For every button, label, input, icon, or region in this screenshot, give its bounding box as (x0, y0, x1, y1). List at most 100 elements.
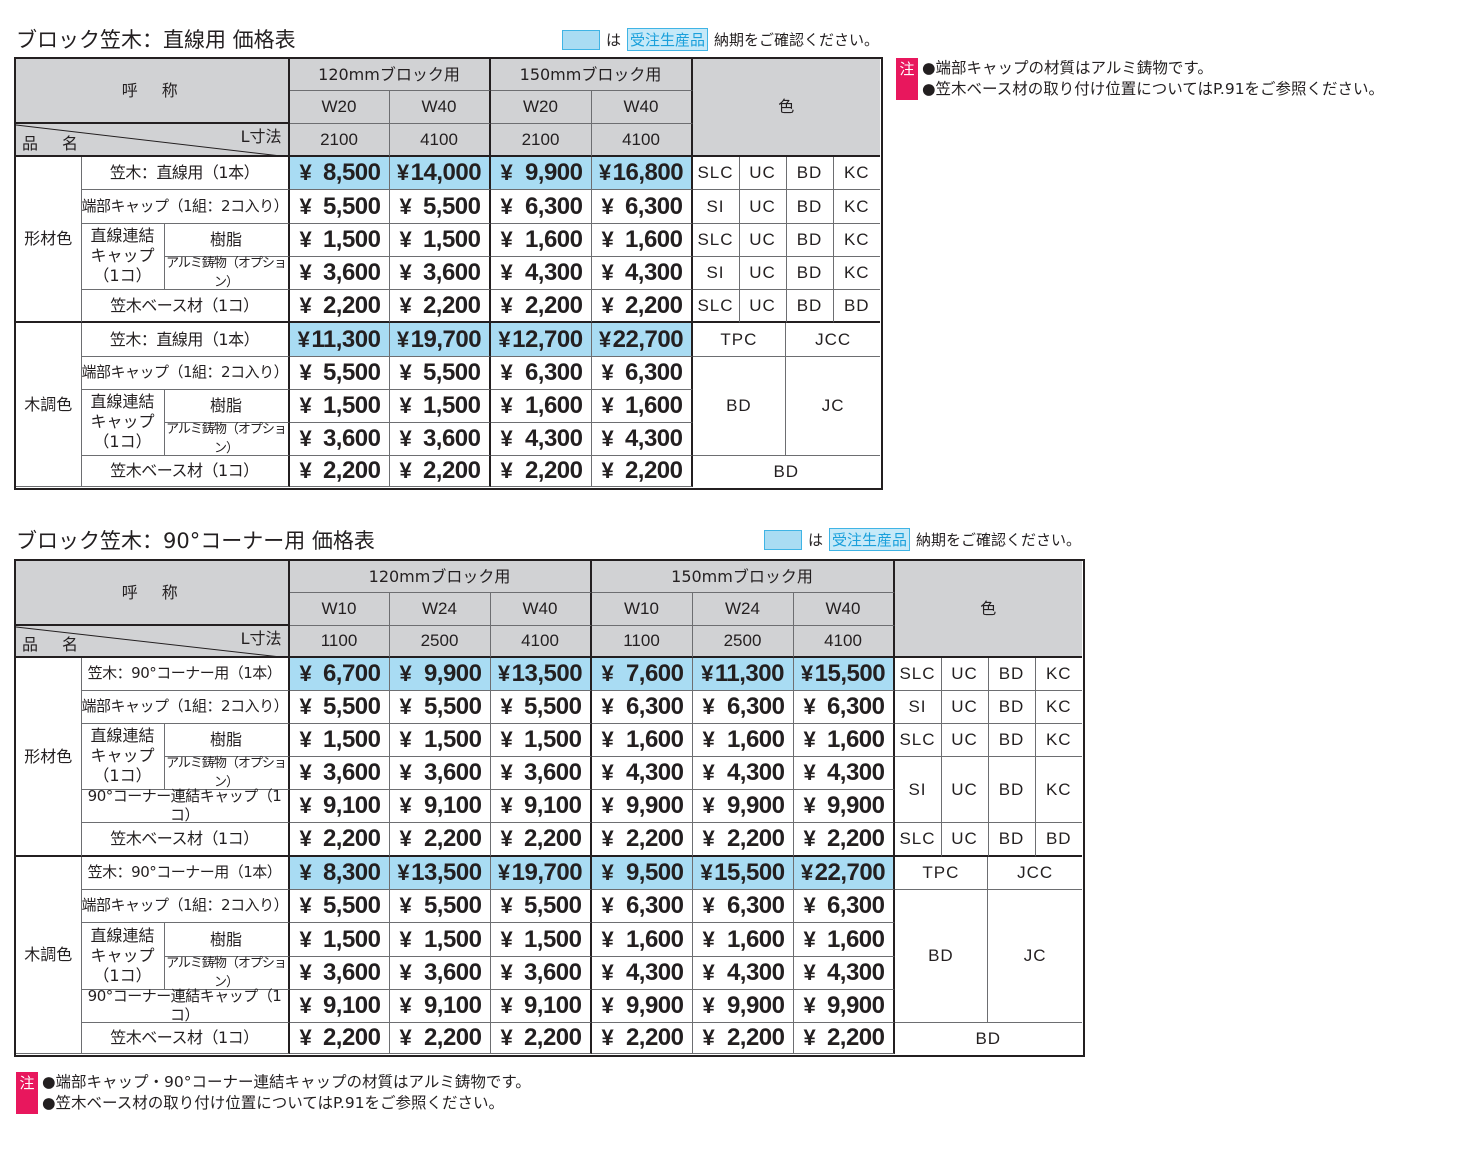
yen-symbol: ¥ (500, 193, 513, 219)
yen-symbol: ¥ (601, 694, 614, 719)
price-cell: ¥3,600 (289, 956, 390, 990)
price-cell: ¥5,500 (389, 189, 491, 224)
price-cell: ¥16,800 (591, 156, 693, 190)
yen-symbol: ¥ (601, 1025, 614, 1051)
color-code: KC (1035, 691, 1082, 724)
price-cell: ¥9,900 (389, 657, 491, 691)
price-value: 2,200 (726, 1024, 785, 1052)
color-code: UC (739, 289, 787, 323)
yen-symbol: ¥ (601, 393, 614, 418)
price-cell: ¥11,300 (289, 322, 390, 357)
color-code: UC (739, 223, 787, 257)
legend-is-label: は (606, 31, 622, 49)
price-cell: ¥1,600 (591, 723, 693, 757)
product-name: 笠木：直線用（1本） (81, 156, 290, 190)
yen-symbol: ¥ (500, 926, 513, 952)
color-code: SLC (894, 822, 942, 857)
price-cell: ¥1,500 (289, 389, 390, 423)
note-line: ●端部キャップの材質はアルミ鋳物です。 (922, 59, 1213, 77)
yen-symbol: ¥ (399, 393, 412, 418)
price-value: 14,000 (410, 159, 482, 186)
price-cell: ¥2,200 (490, 822, 592, 857)
group-line: 直線連結 (90, 392, 155, 411)
price-value: 9,100 (322, 992, 381, 1019)
product-name: 樹脂 (164, 723, 290, 757)
length-value: 2500 (389, 625, 491, 658)
price-cell: ¥2,200 (490, 455, 592, 487)
product-name: 笠木ベース材（1コ） (81, 289, 290, 323)
product-name: 笠木：直線用（1本） (81, 322, 290, 357)
note-mark: 注 (16, 1072, 38, 1114)
price-cell: ¥1,500 (289, 922, 390, 957)
price-value: 16,800 (612, 159, 684, 186)
price-cell: ¥7,600 (591, 657, 693, 691)
price-value: 5,500 (423, 892, 482, 919)
group-line: キャップ (90, 246, 155, 265)
price-cell: ¥2,200 (289, 822, 390, 857)
price-value: 1,500 (523, 726, 582, 753)
color-code: SI (894, 756, 942, 823)
price-value: 9,900 (726, 992, 785, 1019)
price-table-straight: 呼 称品 名 L寸法 120mmブロック用 W20 2100 W40 4100 150mmブロ… (14, 57, 883, 490)
color-code: UC (739, 256, 787, 290)
color-code: SLC (692, 289, 740, 323)
price-value: 5,500 (523, 693, 582, 720)
price-cell: ¥1,500 (389, 223, 491, 257)
price-cell: ¥13,500 (389, 856, 491, 890)
price-cell: ¥1,600 (793, 723, 895, 757)
color-code: SLC (894, 657, 942, 691)
yen-symbol: ¥ (397, 860, 410, 885)
group-line: （1コ） (93, 432, 152, 451)
yen-symbol: ¥ (399, 227, 412, 252)
yen-symbol: ¥ (299, 960, 312, 985)
price-value: 4,300 (524, 259, 583, 286)
price-cell: ¥2,200 (490, 1022, 592, 1054)
yen-symbol: ¥ (399, 926, 412, 952)
price-value: 1,500 (422, 392, 481, 419)
price-cell: ¥6,300 (591, 889, 693, 923)
price-cell: ¥3,600 (490, 956, 592, 990)
price-value: 1,500 (322, 392, 381, 419)
product-name: 端部キャップ（1組：2コ入り） (81, 889, 290, 923)
price-cell: ¥2,200 (692, 822, 794, 857)
price-value: 9,900 (826, 792, 885, 819)
yen-symbol: ¥ (601, 893, 614, 918)
color-code: SLC (692, 223, 740, 257)
note-line: ●端部キャップ・90°コーナー連結キャップの材質はアルミ鋳物です。 (42, 1073, 531, 1091)
color-code: UC (941, 723, 989, 757)
product-name: 笠木：90°コーナー用（1本） (81, 657, 290, 691)
yen-symbol: ¥ (601, 760, 614, 785)
price-cell: ¥1,600 (793, 922, 895, 957)
yen-symbol: ¥ (500, 360, 513, 385)
price-cell: ¥9,900 (692, 789, 794, 823)
price-cell: ¥1,600 (692, 723, 794, 757)
yen-symbol: ¥ (702, 893, 715, 918)
price-value: 2,200 (625, 1024, 684, 1052)
product-name: アルミ鋳物（オプション） (164, 422, 290, 456)
legend-suffix: 納期をご確認ください。 (714, 31, 880, 49)
price-table-corner: 呼 称品 名 L寸法 120mmブロック用 W10 1100 W24 2500 W40 4100… (14, 559, 1085, 1057)
color-code: BD (988, 723, 1036, 757)
price-value: 1,600 (826, 925, 885, 953)
price-value: 12,700 (512, 325, 583, 353)
product-name: アルミ鋳物（オプション） (164, 756, 290, 790)
color-code: SI (692, 189, 740, 224)
color-code: BD (988, 657, 1036, 691)
price-value: 15,500 (814, 660, 886, 687)
yen-symbol: ¥ (500, 826, 513, 851)
price-value: 4,300 (625, 759, 684, 786)
price-value: 9,900 (726, 792, 785, 819)
yen-symbol: ¥ (500, 993, 513, 1018)
price-value: 1,500 (423, 726, 482, 753)
price-value: 2,200 (625, 825, 684, 852)
price-value: 2,200 (524, 291, 583, 319)
price-cell: ¥9,500 (591, 856, 693, 890)
yen-symbol: ¥ (803, 893, 816, 918)
group-header: 120mmブロック用 (289, 59, 491, 91)
price-cell: ¥2,200 (591, 822, 693, 857)
price-cell: ¥4,300 (591, 956, 693, 990)
price-value: 6,300 (524, 359, 583, 386)
yen-symbol: ¥ (299, 260, 312, 285)
group-line: キャップ (90, 746, 155, 765)
yen-symbol: ¥ (500, 793, 513, 818)
